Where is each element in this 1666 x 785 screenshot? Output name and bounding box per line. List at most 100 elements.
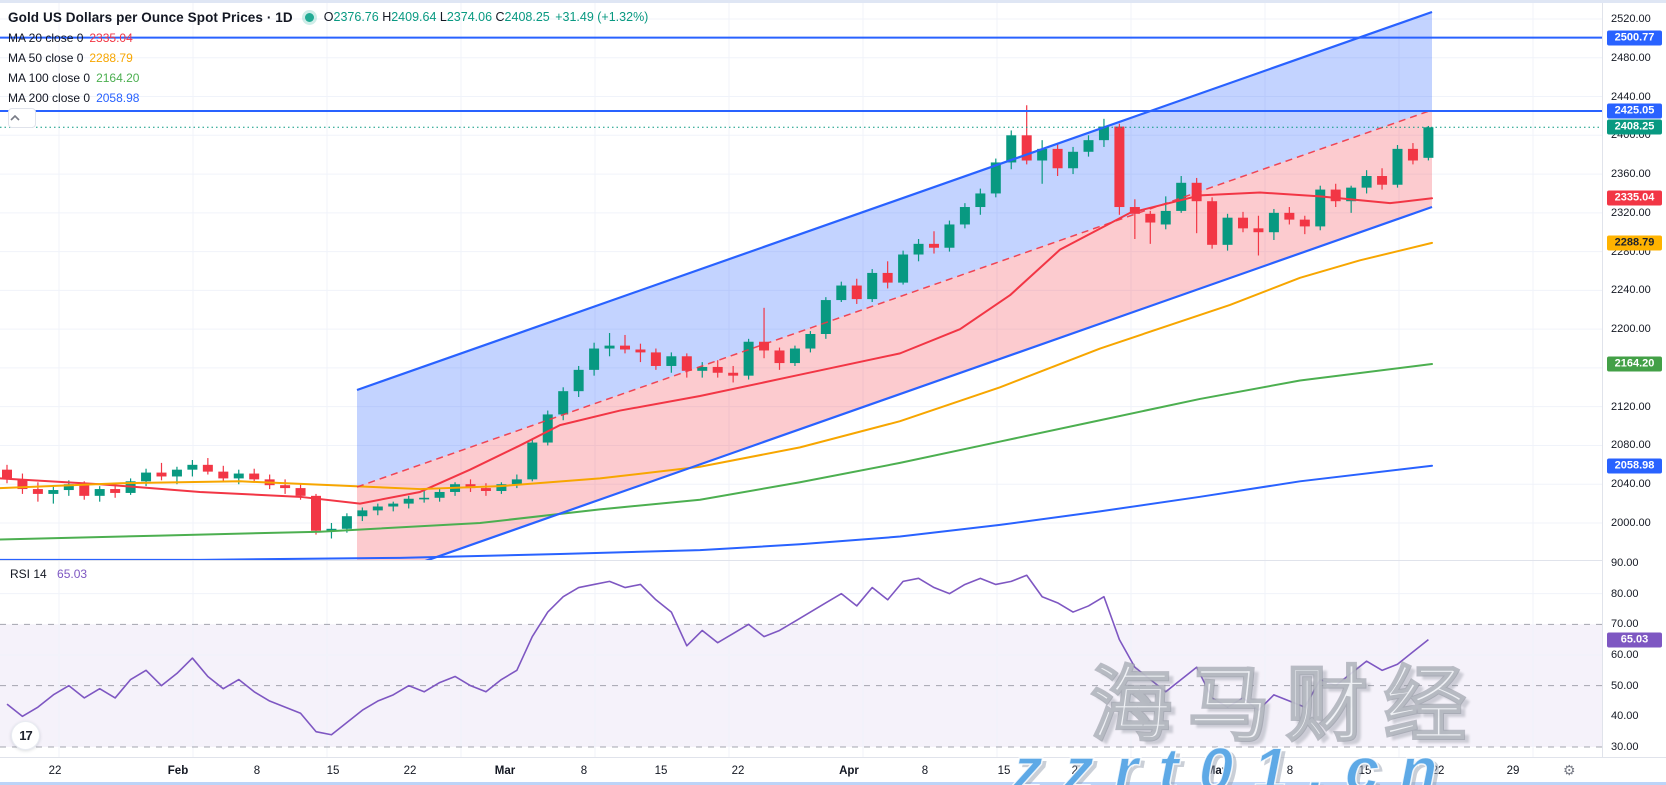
candle-body (79, 484, 90, 496)
candle-body (1083, 140, 1094, 152)
series-marker-icon (304, 12, 314, 22)
candle-body (944, 224, 955, 248)
candle-body (975, 193, 986, 208)
candle-body (712, 366, 723, 373)
candle-body (959, 207, 970, 225)
candle-body (1238, 217, 1248, 229)
candle-body (1253, 228, 1264, 233)
candle-body (681, 356, 692, 371)
rsi-axis-label: 50.00 (1611, 679, 1639, 692)
price-axis-badge: 2408.25 (1607, 119, 1662, 135)
legend: Gold US Dollars per Ounce Spot Prices · … (8, 6, 648, 108)
time-axis-label: 22 (1431, 765, 1445, 777)
price-axis-badge: 2058.98 (1607, 458, 1662, 474)
candle-body (898, 254, 909, 283)
candle-body (326, 528, 337, 531)
legend-row-ma200[interactable]: MA 200 close 0 2058.98 (8, 88, 648, 108)
candle-body (990, 162, 1001, 194)
candle-body (434, 491, 445, 498)
time-axis-label: 8 (1286, 765, 1294, 777)
candle-body (110, 489, 121, 493)
candle-body (851, 285, 862, 300)
legend-row-ma100[interactable]: MA 100 close 0 2164.20 (8, 68, 648, 88)
time-axis-label: Feb (167, 765, 189, 777)
candle-body (929, 243, 939, 248)
rsi-axis-badge: 65.03 (1607, 632, 1662, 648)
candle-body (249, 473, 260, 480)
candle-body (480, 488, 491, 492)
rsi-axis-label: 30.00 (1611, 741, 1639, 753)
price-axis-label: 2360.00 (1611, 168, 1651, 181)
symbol-title[interactable]: Gold US Dollars per Ounce Spot Prices · … (8, 9, 293, 25)
candle-body (573, 369, 584, 392)
price-axis-label: 2240.00 (1611, 284, 1651, 297)
time-axis-label: 8 (921, 765, 929, 777)
time-axis-label: Mar (494, 765, 516, 777)
candle-body (388, 503, 399, 507)
rsi-line (6, 574, 1429, 736)
candle-body (94, 489, 105, 496)
rsi-label: RSI 14 (10, 567, 47, 581)
candle-body (1423, 127, 1434, 158)
candle-body (913, 243, 924, 255)
ma-line-ma50 (0, 241, 1433, 491)
candle-body (1006, 135, 1017, 163)
candle-body (187, 464, 198, 470)
channel-mid-line (356, 109, 1433, 488)
ohlc-field: H2409.64 (382, 10, 437, 24)
top-border-strip (0, 0, 1666, 3)
candle-body (496, 484, 507, 492)
price-axis-badge: 2164.20 (1607, 356, 1662, 372)
pane-separator[interactable] (0, 560, 1666, 561)
price-axis-label: 2120.00 (1611, 400, 1651, 413)
rsi-axis-label: 40.00 (1611, 710, 1639, 723)
price-axis[interactable]: 2520.00 2480.00 2440.00 2400.00 2360.00 2320.… (1602, 0, 1666, 757)
time-axis[interactable]: 22 Feb 8 15 22 Mar 8 15 22 Apr 8 15 22 May 8 15 22 29 (0, 757, 1666, 785)
rsi-legend-row[interactable]: RSI 14 65.03 (10, 567, 87, 581)
channel-upper-fill (357, 12, 1432, 487)
candle-body (32, 489, 43, 494)
candle-body (141, 472, 152, 482)
candle-body (1052, 148, 1063, 169)
legend-collapse-button[interactable] (8, 108, 36, 128)
channel-lower-line (424, 205, 1433, 560)
rsi-pane-canvas[interactable] (0, 560, 1602, 757)
price-axis-badge: 2288.79 (1607, 235, 1662, 251)
candle-body (697, 366, 708, 371)
candle-body (1114, 126, 1125, 208)
candle-body (1098, 126, 1109, 141)
time-axis-label: 8 (580, 765, 588, 777)
rsi-axis-label: 80.00 (1611, 587, 1639, 600)
price-axis-label: 2440.00 (1611, 90, 1651, 103)
candle-body (341, 516, 352, 529)
channel-upper-line (356, 10, 1433, 392)
candle-body (836, 285, 847, 301)
candle-body (789, 348, 800, 364)
candle-body (820, 300, 831, 334)
gear-icon[interactable]: ⚙ (1563, 762, 1576, 778)
price-axis-label: 2200.00 (1611, 323, 1651, 336)
price-axis-label: 2480.00 (1611, 51, 1651, 64)
price-pane-canvas[interactable] (0, 0, 1602, 560)
ma-line-ma20 (0, 191, 1433, 505)
ma50-label: MA 50 close 0 (8, 51, 84, 65)
tradingview-logo[interactable]: 17 (11, 721, 40, 750)
candle-body (604, 345, 615, 349)
time-axis-label: 22 (1071, 765, 1085, 777)
candle-body (419, 497, 430, 500)
candle-body (48, 490, 59, 494)
ma100-value: 2164.20 (96, 71, 140, 85)
candles (2, 105, 1434, 539)
ma20-value: 2335.04 (89, 31, 133, 45)
candle-body (1160, 210, 1171, 225)
candle-body (635, 349, 646, 353)
legend-row-ma50[interactable]: MA 50 close 0 2288.79 (8, 48, 648, 68)
candle-body (1392, 148, 1403, 185)
legend-row-ma20[interactable]: MA 20 close 0 2335.04 (8, 28, 648, 48)
candle-body (1330, 189, 1341, 202)
time-axis-label: May (1205, 765, 1229, 777)
candle-body (527, 442, 538, 480)
candle-body (1222, 217, 1233, 245)
candle-body (666, 356, 677, 366)
